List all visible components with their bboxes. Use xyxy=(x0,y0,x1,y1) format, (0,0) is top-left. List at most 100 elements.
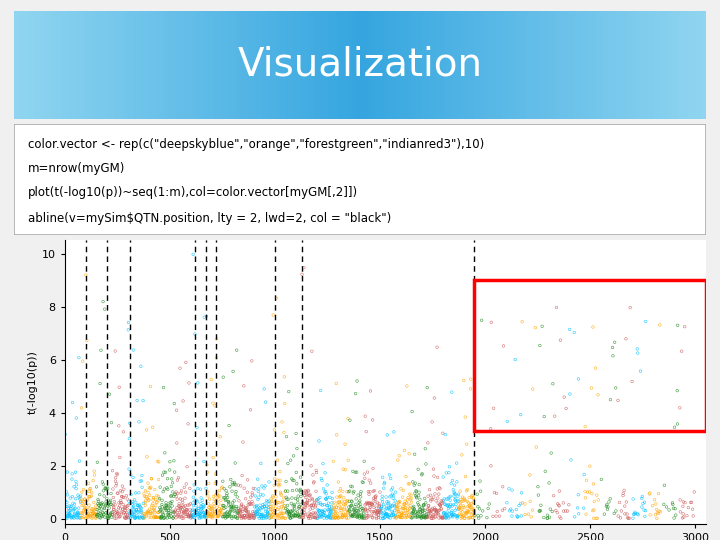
Point xyxy=(372,511,384,519)
Point xyxy=(201,312,212,320)
Point xyxy=(240,495,251,503)
Point xyxy=(402,496,413,504)
Point xyxy=(459,472,471,481)
Point xyxy=(215,433,226,441)
Point xyxy=(222,508,233,516)
Point xyxy=(158,511,169,519)
Point xyxy=(466,492,477,501)
Point xyxy=(237,513,248,522)
Point xyxy=(312,509,323,518)
Point xyxy=(183,512,194,521)
Point xyxy=(358,509,369,518)
Point xyxy=(304,512,315,521)
Point xyxy=(75,495,86,503)
Point xyxy=(303,509,315,517)
Point xyxy=(112,510,123,518)
Point xyxy=(340,500,351,509)
Point xyxy=(492,507,503,516)
Point xyxy=(205,502,217,510)
Point xyxy=(204,505,216,514)
Point xyxy=(98,500,109,509)
Point xyxy=(207,512,218,521)
Point xyxy=(211,335,222,343)
Point xyxy=(323,499,334,508)
Point xyxy=(170,514,181,522)
Point xyxy=(448,485,459,494)
Point xyxy=(115,498,127,507)
Bar xyxy=(243,11,248,119)
Point xyxy=(456,513,468,522)
Point xyxy=(117,500,129,509)
Point xyxy=(549,412,560,421)
Bar xyxy=(80,11,85,119)
Point xyxy=(196,504,207,512)
Point xyxy=(216,484,228,492)
Point xyxy=(210,401,221,410)
Point xyxy=(197,508,209,517)
Point xyxy=(138,509,150,518)
Point xyxy=(254,510,266,519)
Point xyxy=(394,451,405,460)
Point xyxy=(282,507,294,516)
Point xyxy=(101,484,112,492)
Point xyxy=(161,501,172,510)
Point xyxy=(188,513,199,522)
Point xyxy=(238,502,249,511)
Point xyxy=(430,509,441,518)
Point xyxy=(117,505,129,514)
Point xyxy=(424,507,436,515)
Point xyxy=(349,508,361,516)
Point xyxy=(291,485,302,494)
Bar xyxy=(633,11,638,119)
Point xyxy=(197,496,208,505)
Point xyxy=(318,484,329,493)
Point xyxy=(409,450,420,458)
Point xyxy=(310,501,321,510)
Point xyxy=(141,426,153,434)
Bar xyxy=(454,11,458,119)
Bar xyxy=(346,11,351,119)
Point xyxy=(619,510,631,518)
Point xyxy=(351,512,363,521)
Point xyxy=(121,512,132,521)
Point xyxy=(60,502,71,511)
Point xyxy=(68,507,79,515)
Point xyxy=(343,488,354,496)
Point xyxy=(569,512,580,521)
Point xyxy=(563,501,575,509)
Bar xyxy=(581,11,586,119)
Point xyxy=(96,511,107,520)
Point xyxy=(276,498,288,507)
Point xyxy=(363,487,374,496)
Point xyxy=(224,511,235,520)
Point xyxy=(68,505,79,514)
Point xyxy=(359,514,370,523)
Point xyxy=(243,514,254,523)
Point xyxy=(82,496,94,504)
Point xyxy=(160,504,171,513)
Point xyxy=(304,491,315,500)
Point xyxy=(489,488,500,497)
Point xyxy=(235,508,247,517)
Point xyxy=(485,424,496,433)
Point xyxy=(202,488,213,496)
Point xyxy=(369,495,381,504)
Point xyxy=(91,510,102,519)
Point xyxy=(619,502,631,510)
Point xyxy=(299,491,310,500)
Point xyxy=(302,499,313,508)
Point xyxy=(359,512,370,521)
Point xyxy=(474,477,486,485)
Point xyxy=(481,514,492,522)
Point xyxy=(354,498,365,507)
Point xyxy=(420,510,432,519)
Point xyxy=(83,512,94,521)
Point xyxy=(159,513,171,522)
Point xyxy=(451,512,463,521)
Bar xyxy=(464,11,469,119)
Point xyxy=(264,511,275,519)
Point xyxy=(431,508,442,517)
Point xyxy=(359,474,371,483)
Point xyxy=(67,492,78,501)
Point xyxy=(445,500,456,509)
